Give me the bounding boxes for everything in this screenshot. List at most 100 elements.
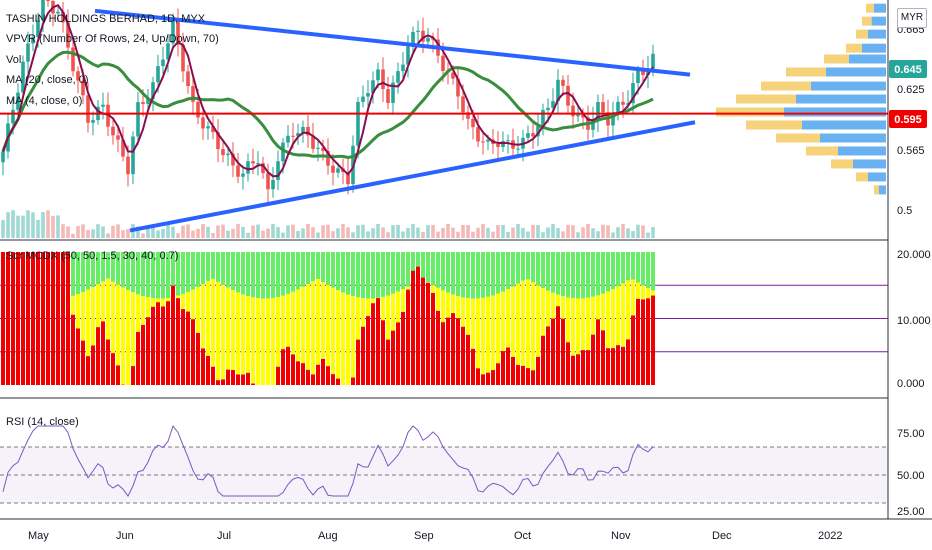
legend-ma20[interactable]: MA (20, close, 0) — [6, 74, 89, 86]
candle-body — [421, 30, 425, 42]
x-tick-oct: Oct — [514, 530, 531, 542]
volume-bar — [176, 233, 180, 238]
candle-body — [336, 168, 340, 173]
candle-body — [61, 11, 65, 23]
mcdx-green-bar — [391, 252, 395, 294]
candle-body — [26, 43, 30, 62]
mcdx-green-bar — [361, 252, 365, 299]
mcdx-red-bar — [411, 270, 415, 385]
mcdx-green-bar — [476, 252, 480, 299]
legend-mcdx[interactable]: Scr MCDX (50, 50, 1.5, 30, 40, 0.7) — [6, 250, 178, 262]
mcdx-red-bar — [461, 326, 465, 385]
candle-body — [36, 20, 40, 37]
volume-bar — [426, 225, 430, 238]
mcdx-green-bar — [491, 252, 495, 296]
volume-bar — [56, 215, 60, 238]
mcdx-red-bar — [11, 252, 15, 385]
candle-body — [496, 143, 500, 147]
mcdx-red-bar — [276, 366, 280, 385]
mcdx-red-bar — [71, 314, 75, 385]
mcdx-yellow-bar — [266, 298, 270, 385]
mcdx-yellow-bar — [591, 296, 595, 335]
price-lines — [0, 3, 888, 233]
candle-body — [531, 133, 535, 137]
vpvr-row-up — [853, 159, 886, 169]
mcdx-yellow-bar — [271, 297, 275, 385]
candle-body — [441, 55, 445, 71]
mcdx-yellow-bar — [466, 298, 470, 335]
mcdx-red-bar — [326, 366, 330, 385]
currency-button[interactable]: MYR — [897, 8, 927, 28]
mcdx-green-bar — [371, 252, 375, 299]
mcdx-red-bar — [446, 317, 450, 385]
mcdx-red-bar — [421, 277, 425, 385]
volume-bar — [216, 225, 220, 238]
level-label: 0.595 — [894, 114, 922, 126]
volume-bar — [186, 224, 190, 238]
mcdx-green-bar — [191, 252, 195, 290]
legend-vol[interactable]: Vol — [6, 54, 21, 66]
candle-body — [261, 163, 265, 174]
mcdx-red-bar — [386, 339, 390, 385]
volume-bar — [241, 226, 245, 238]
candle-body — [401, 64, 405, 72]
mcdx-green-bar — [446, 252, 450, 293]
mcdx-green-bar — [456, 252, 460, 297]
legend-vpvr[interactable]: VPVR (Number Of Rows, 24, Up/Down, 70) — [6, 33, 219, 45]
mcdx-yellow-bar — [161, 298, 165, 307]
candle-body — [611, 113, 615, 126]
mcdx-green-bar — [96, 252, 100, 285]
volume-bar — [81, 224, 85, 238]
mcdx-green-bar — [516, 252, 520, 284]
candle-body — [271, 179, 275, 190]
mcdx-green-bar — [206, 252, 210, 282]
mcdx-green-bar — [626, 252, 630, 281]
mcdx-yellow-bar — [406, 286, 410, 290]
x-tick-jul: Jul — [217, 530, 231, 542]
mcdx-green-bar — [611, 252, 615, 290]
candle-body — [556, 79, 560, 102]
mcdx-green-bar — [511, 252, 515, 287]
volume-bar — [231, 228, 235, 238]
mcdx-red-bar — [111, 353, 115, 385]
mcdx-red-bar — [206, 355, 210, 385]
mcdx-red-bar — [371, 303, 375, 385]
mcdx-red-bar — [536, 356, 540, 385]
candle-body — [216, 132, 220, 150]
volume-bar — [111, 225, 115, 238]
mcdx-yellow-bar — [296, 289, 300, 362]
mcdx-red-bar — [511, 356, 515, 385]
mcdx-green-bar — [461, 252, 465, 298]
legend-rsi[interactable]: RSI (14, close) — [6, 416, 79, 428]
candle-body — [366, 93, 370, 97]
volume-bar — [146, 225, 150, 238]
candle-body — [311, 135, 315, 149]
mcdx-green-bar — [336, 252, 340, 291]
volume-bar — [246, 232, 250, 238]
mcdx-green-bar — [141, 252, 145, 296]
vpvr-row-down — [862, 16, 872, 26]
ma4-line — [2, 3, 654, 178]
mcdx-green-bar — [306, 252, 310, 285]
mcdx-green-bar — [156, 252, 160, 299]
mcdx-green-bar — [221, 252, 225, 285]
vpvr-row-up — [868, 29, 886, 39]
mcdx-yellow-bar — [346, 294, 350, 385]
legend-ma4[interactable]: MA (4, close, 0) — [6, 95, 82, 107]
mcdx-green-bar — [246, 252, 250, 297]
mcdx-red-bar — [246, 372, 250, 385]
candle-body — [286, 135, 290, 143]
vpvr-row-up — [802, 120, 886, 130]
mcdx-yellow-bar — [561, 296, 565, 319]
volume-bar — [356, 225, 360, 238]
mcdx-yellow-bar — [191, 289, 195, 320]
vpvr-row-up — [848, 54, 886, 64]
mcdx-red-bar — [6, 252, 10, 385]
volume-bar — [171, 226, 175, 238]
vpvr-row-down — [856, 29, 868, 39]
mcdx-yellow-bar — [386, 295, 390, 340]
mcdx-red-bar — [331, 374, 335, 385]
candle-body — [146, 99, 150, 104]
candle-body — [236, 165, 240, 177]
mcdx-red-bar — [301, 363, 305, 385]
